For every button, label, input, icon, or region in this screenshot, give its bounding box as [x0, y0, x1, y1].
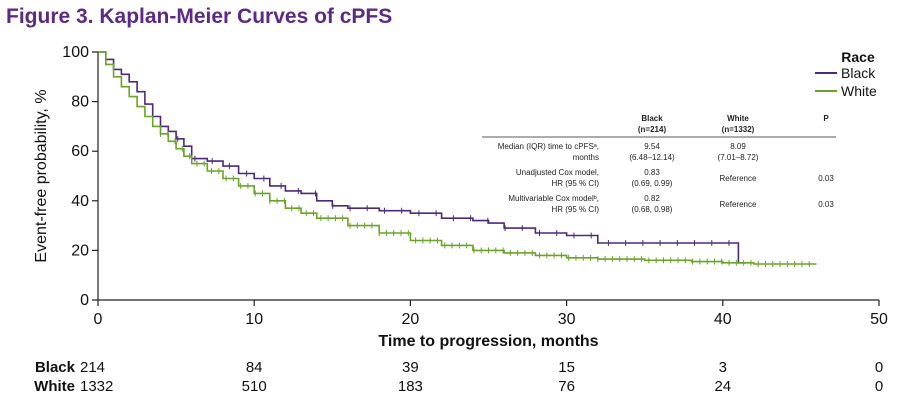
y-tick-label: 60	[71, 143, 89, 160]
figure-title: Figure 3. Kaplan-Meier Curves of cPFS	[6, 5, 393, 28]
risk-row-label-white: White	[34, 378, 75, 395]
inset-black-ci: (0.69, 0.99)	[632, 179, 673, 188]
x-tick-label: 0	[94, 311, 103, 328]
risk-value: 39	[402, 359, 419, 376]
risk-value: 183	[398, 378, 423, 395]
risk-value: 3	[719, 359, 727, 376]
risk-value: 24	[714, 378, 731, 395]
risk-value: 0	[875, 378, 883, 395]
inset-black-ci: (0.68, 0.98)	[632, 205, 673, 214]
risk-value: 1332	[80, 378, 113, 395]
risk-row-label-black: Black	[35, 359, 76, 376]
inset-table: Black (n=214) White (n=1332) P Median (IQR) t…	[482, 114, 836, 214]
inset-white-value: Reference	[720, 200, 757, 209]
inset-white-ci: (7.01–8.72)	[718, 153, 759, 162]
inset-col-header: Black	[641, 114, 663, 123]
censor-marks-white	[159, 130, 810, 268]
y-tick-label: 0	[80, 292, 89, 309]
inset-col-header: White	[727, 114, 749, 123]
inset-white-value: Reference	[720, 174, 757, 183]
inset-row-label: HR (95 % CI)	[551, 205, 599, 214]
series-line-black	[98, 51, 747, 264]
inset-black-value: 0.82	[644, 194, 660, 203]
inset-row-label: Multivariable Cox modelᵇ,	[508, 194, 599, 203]
inset-white-value: 8.09	[730, 142, 746, 151]
x-tick-label: 30	[558, 311, 576, 328]
y-tick-label: 20	[71, 242, 89, 259]
risk-value: 214	[80, 359, 105, 376]
inset-black-ci: (6.48–12.14)	[629, 153, 675, 162]
y-axis-title: Event-free probability, %	[33, 89, 50, 262]
inset-row-label: Unadjusted Cox model,	[516, 168, 599, 177]
y-tick-label: 100	[62, 44, 89, 61]
risk-value: 76	[558, 378, 575, 395]
inset-p-value: 0.03	[818, 200, 834, 209]
x-axis-title: Time to progression, months	[378, 333, 598, 350]
x-tick-label: 50	[870, 311, 888, 328]
x-tick-label: 40	[714, 311, 732, 328]
y-tick-label: 80	[71, 94, 89, 111]
axes: 0 20 40 60 80 100 0 10 20 30 40 50 Time to progressi…	[33, 44, 888, 350]
risk-table: Black 214 84 39 15 3 0 White 1332 510 183 76 24 0	[34, 359, 883, 395]
inset-black-value: 9.54	[644, 142, 660, 151]
inset-row-label: HR (95 % CI)	[551, 179, 599, 188]
inset-col-subheader: (n=1332)	[722, 125, 755, 134]
y-tick-label: 40	[71, 193, 89, 210]
risk-value: 510	[242, 378, 267, 395]
inset-p-value: 0.03	[818, 174, 834, 183]
inset-row-label: Median (IQR) time to cPFSᵃ,	[498, 142, 599, 151]
x-tick-label: 20	[402, 311, 420, 328]
x-tick-label: 10	[245, 311, 263, 328]
inset-col-header: P	[823, 114, 829, 123]
inset-black-value: 0.83	[644, 168, 660, 177]
risk-value: 84	[246, 359, 263, 376]
legend-title: Race	[841, 49, 875, 65]
curves	[98, 51, 817, 268]
legend-label-white: White	[841, 83, 877, 99]
risk-value: 0	[875, 359, 883, 376]
inset-col-subheader: (n=214)	[638, 125, 667, 134]
inset-row-label: months	[573, 153, 599, 162]
risk-value: 15	[558, 359, 575, 376]
legend-label-black: Black	[841, 65, 876, 81]
